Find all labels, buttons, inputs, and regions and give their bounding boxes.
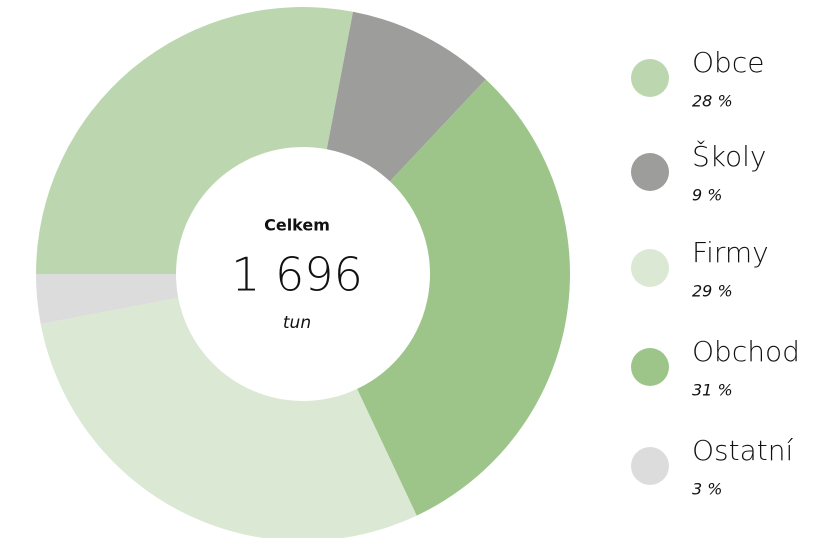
legend-value: 3 % xyxy=(692,480,722,499)
legend-label: Firmy xyxy=(692,236,769,269)
legend-label: Školy xyxy=(692,139,766,173)
legend-value: 9 % xyxy=(692,186,722,205)
legend-label: Ostatní xyxy=(692,434,793,467)
legend-swatch xyxy=(631,348,669,386)
center-title: Celkem xyxy=(264,216,330,235)
center-total: 1 696 xyxy=(231,248,363,302)
legend-value: 29 % xyxy=(692,282,733,301)
legend-label: Obce xyxy=(692,46,764,79)
slice xyxy=(36,274,179,325)
slice xyxy=(36,7,354,275)
slice xyxy=(357,79,570,516)
legend-swatch xyxy=(631,249,669,287)
legend-value: 28 % xyxy=(692,92,733,111)
center-unit: tun xyxy=(283,313,311,333)
slice xyxy=(326,11,486,182)
legend-label: Obchod xyxy=(692,335,800,368)
legend-swatch xyxy=(631,153,669,191)
slice xyxy=(40,297,417,538)
legend-value: 31 % xyxy=(692,381,733,400)
legend-swatch xyxy=(631,447,669,485)
legend-swatch xyxy=(631,59,669,97)
